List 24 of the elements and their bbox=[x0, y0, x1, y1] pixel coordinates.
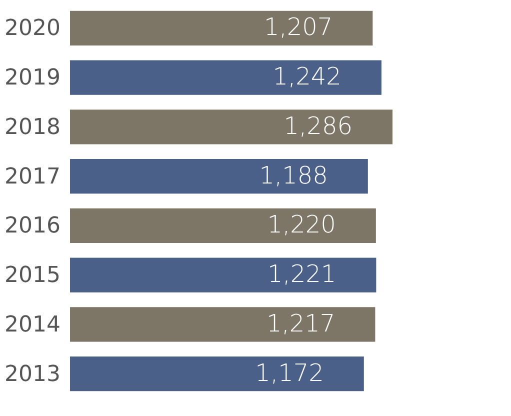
data-label: 1,217 bbox=[266, 309, 336, 338]
data-label: 1,286 bbox=[284, 112, 352, 140]
data-label: 1,221 bbox=[267, 260, 336, 288]
y-tick-label: 2016 bbox=[4, 214, 60, 239]
bar bbox=[70, 60, 382, 95]
bar bbox=[70, 356, 364, 392]
bar bbox=[70, 258, 376, 292]
y-tick-label: 2020 bbox=[4, 16, 60, 42]
y-tick-label: 2018 bbox=[4, 114, 60, 140]
bar bbox=[70, 307, 376, 342]
y-tick-label: 2015 bbox=[4, 263, 60, 288]
y-tick-label: 2017 bbox=[4, 164, 60, 190]
bar bbox=[70, 10, 373, 46]
bar bbox=[70, 159, 368, 194]
data-label: 1,242 bbox=[272, 62, 342, 91]
y-tick-label: 2014 bbox=[4, 312, 60, 338]
bar bbox=[70, 110, 392, 144]
data-label: 1,220 bbox=[267, 210, 336, 239]
data-label: 1,188 bbox=[259, 161, 328, 190]
y-tick-label: 2019 bbox=[4, 66, 60, 91]
bar bbox=[70, 208, 376, 243]
data-label: 1,207 bbox=[264, 13, 333, 42]
data-label: 1,172 bbox=[255, 358, 324, 387]
y-tick-label: 2013 bbox=[4, 362, 60, 387]
